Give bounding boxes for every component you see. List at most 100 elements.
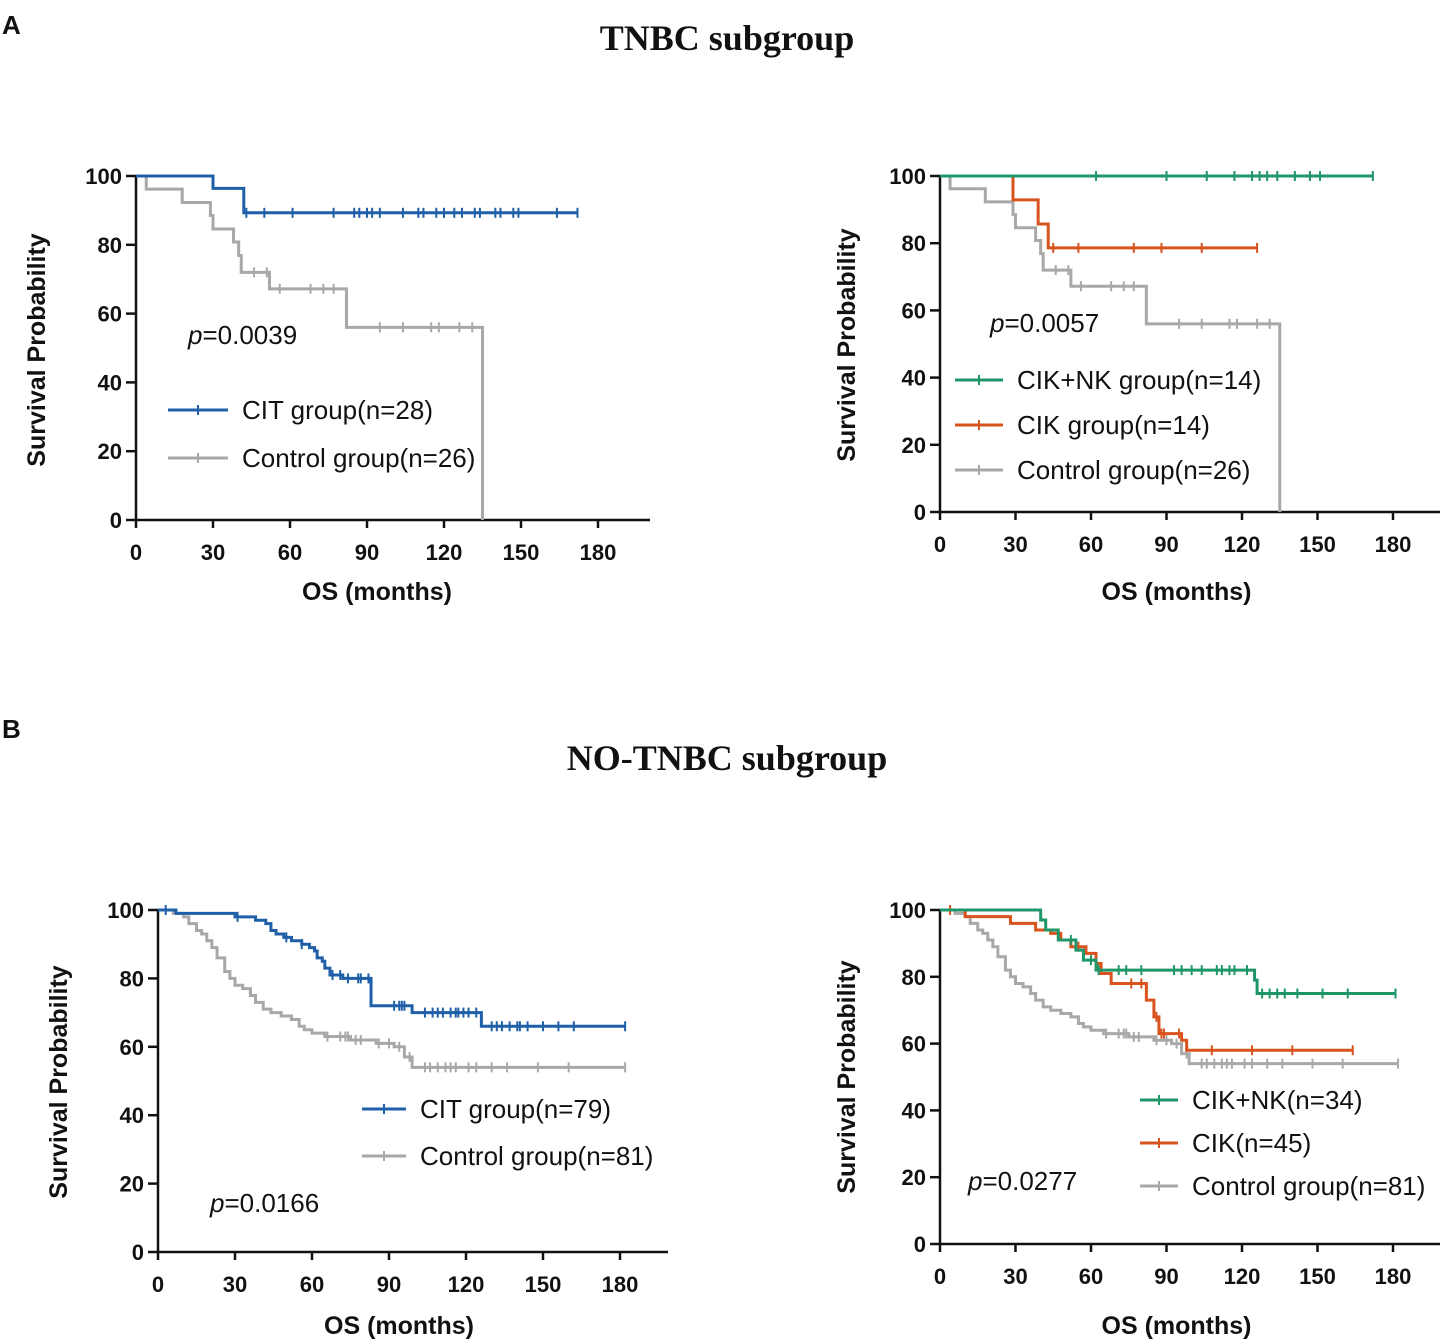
survival-curve <box>940 908 1396 995</box>
p-value: p=0.0277 <box>967 1166 1077 1196</box>
y-tick-label: 80 <box>98 233 122 258</box>
x-axis-title: OS (months) <box>324 1312 474 1340</box>
x-tick-label: 30 <box>1003 1264 1027 1289</box>
survival-curve <box>136 174 578 215</box>
x-tick-label: 180 <box>1375 532 1412 557</box>
p-value-symbol: p <box>209 1188 224 1218</box>
y-tick-label: 60 <box>902 1032 926 1057</box>
y-tick-label: 40 <box>902 366 926 391</box>
y-tick-label: 40 <box>120 1103 144 1128</box>
x-tick-label: 60 <box>300 1272 324 1297</box>
y-axis-title: Survival Probability <box>45 965 73 1199</box>
x-tick-label: 180 <box>1375 1264 1412 1289</box>
p-value: p=0.0057 <box>989 308 1099 338</box>
x-tick-label: 60 <box>1079 532 1103 557</box>
panel-letter-b: B <box>2 714 21 744</box>
x-tick-label: 120 <box>1224 1264 1261 1289</box>
x-axis-title: OS (months) <box>1102 578 1252 606</box>
y-tick-label: 20 <box>98 439 122 464</box>
survival-curve <box>158 908 626 1069</box>
y-tick-label: 20 <box>120 1172 144 1197</box>
x-tick-label: 0 <box>130 540 142 565</box>
p-value: p=0.0166 <box>209 1188 319 1218</box>
survival-curve <box>940 908 1399 1066</box>
x-tick-label: 90 <box>1154 532 1178 557</box>
legend-label: CIK group(n=14) <box>1017 410 1210 440</box>
survival-curve <box>940 908 1353 1052</box>
x-axis-title: OS (months) <box>302 578 452 606</box>
legend-label: CIK(n=45) <box>1192 1128 1311 1158</box>
x-tick-label: 0 <box>152 1272 164 1297</box>
legend-label: CIK+NK(n=34) <box>1192 1085 1363 1115</box>
x-tick-label: 150 <box>1299 532 1336 557</box>
x-tick-label: 120 <box>426 540 463 565</box>
y-axis-title: Survival Probability <box>833 960 861 1194</box>
legend-label: CIT group(n=79) <box>420 1094 611 1124</box>
y-tick-label: 20 <box>902 433 926 458</box>
x-tick-label: 120 <box>448 1272 485 1297</box>
x-tick-label: 90 <box>355 540 379 565</box>
y-tick-label: 80 <box>902 231 926 256</box>
legend-label: Control group(n=81) <box>420 1141 653 1171</box>
panel-title-b: NO-TNBC subgroup <box>567 738 887 778</box>
p-value-number: =0.0057 <box>1004 308 1099 338</box>
survival-curve <box>136 174 484 520</box>
x-axis-title: OS (months) <box>1102 1312 1252 1340</box>
legend-label: Control group(n=26) <box>242 443 475 473</box>
x-tick-label: 0 <box>934 532 946 557</box>
survival-curve <box>158 908 626 1028</box>
x-tick-label: 90 <box>1154 1264 1178 1289</box>
y-tick-label: 0 <box>110 508 122 533</box>
y-tick-label: 100 <box>85 164 122 189</box>
y-tick-label: 100 <box>107 898 144 923</box>
x-tick-label: 60 <box>278 540 302 565</box>
legend-label: Control group(n=26) <box>1017 455 1250 485</box>
km-chart-tnbc-cit: 0 30 60 90 120 150 180 0 20 40 60 80 100 OS (months) S… <box>23 164 650 606</box>
km-chart-notnbc-cik-nk: 0 30 60 90 120 150 180 0 20 40 60 80 100 OS (months) S… <box>833 898 1440 1340</box>
x-tick-label: 180 <box>580 540 617 565</box>
x-tick-label: 30 <box>201 540 225 565</box>
x-tick-label: 180 <box>602 1272 639 1297</box>
p-value-number: =0.0277 <box>982 1166 1077 1196</box>
y-tick-label: 100 <box>889 164 926 189</box>
y-tick-label: 40 <box>902 1098 926 1123</box>
p-value-symbol: p <box>989 308 1004 338</box>
panel-title-a: TNBC subgroup <box>600 18 854 58</box>
survival-curve <box>940 174 1282 512</box>
x-tick-label: 150 <box>1299 1264 1336 1289</box>
y-axis-title: Survival Probability <box>833 228 861 462</box>
p-value-symbol: p <box>187 320 202 350</box>
y-axis-title: Survival Probability <box>23 233 51 467</box>
panel-letter-a: A <box>2 10 21 40</box>
y-tick-label: 100 <box>889 898 926 923</box>
p-value-number: =0.0039 <box>202 320 297 350</box>
y-tick-label: 40 <box>98 370 122 395</box>
x-tick-label: 90 <box>377 1272 401 1297</box>
x-tick-label: 30 <box>223 1272 247 1297</box>
y-tick-label: 20 <box>902 1165 926 1190</box>
x-tick-label: 60 <box>1079 1264 1103 1289</box>
x-tick-label: 30 <box>1003 532 1027 557</box>
x-tick-label: 0 <box>934 1264 946 1289</box>
km-chart-tnbc-cik-nk: 0 30 60 90 120 150 180 0 20 40 60 80 100 OS (months) S… <box>833 164 1440 606</box>
x-tick-label: 150 <box>525 1272 562 1297</box>
p-value-symbol: p <box>967 1166 982 1196</box>
x-tick-label: 150 <box>503 540 540 565</box>
y-tick-label: 80 <box>120 966 144 991</box>
p-value: p=0.0039 <box>187 320 297 350</box>
y-tick-label: 80 <box>902 965 926 990</box>
y-tick-label: 0 <box>914 1232 926 1257</box>
y-tick-label: 60 <box>902 298 926 323</box>
y-tick-label: 60 <box>98 302 122 327</box>
x-tick-label: 120 <box>1224 532 1261 557</box>
legend-label: Control group(n=81) <box>1192 1171 1425 1201</box>
survival-curve <box>940 174 1258 250</box>
km-chart-notnbc-cit: 0 30 60 90 120 150 180 0 20 40 60 80 100 OS (months) S… <box>45 898 668 1340</box>
p-value-number: =0.0166 <box>224 1188 319 1218</box>
legend-label: CIT group(n=28) <box>242 395 433 425</box>
y-tick-label: 0 <box>132 1240 144 1265</box>
y-tick-label: 0 <box>914 500 926 525</box>
legend-label: CIK+NK group(n=14) <box>1017 365 1261 395</box>
y-tick-label: 60 <box>120 1035 144 1060</box>
